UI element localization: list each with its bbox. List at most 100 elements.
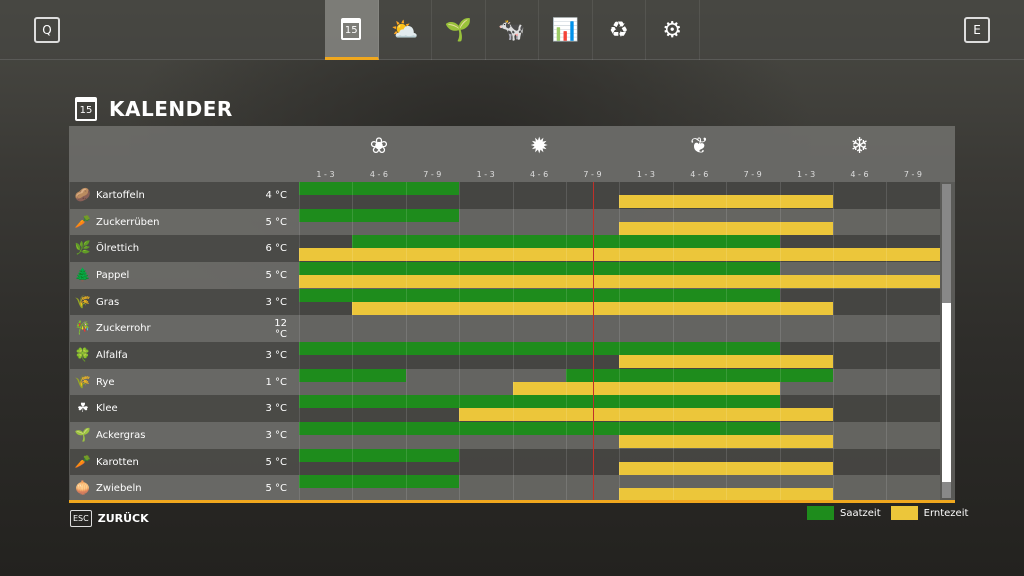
next-tab-key[interactable]: E <box>964 17 990 43</box>
crop-temperature: 3 °C <box>265 296 287 308</box>
sowing-bar <box>299 368 406 382</box>
prev-tab-key[interactable]: Q <box>34 17 60 43</box>
crop-icon: 🌲 <box>74 267 92 283</box>
legend-sowing-label: Saatzeit <box>840 507 881 519</box>
crop-name: Alfalfa <box>96 349 128 361</box>
tab-weather[interactable]: ⛅ <box>379 0 432 60</box>
crop-icon: 🥕 <box>74 454 92 470</box>
cow-icon: 🐄 <box>498 17 526 43</box>
current-time-marker <box>592 182 594 502</box>
crop-temperature: 3 °C <box>265 403 287 415</box>
sowing-bar <box>299 182 460 195</box>
month-label: 4 - 6 <box>690 170 709 179</box>
weather-icon: ⛅ <box>391 17 419 43</box>
crop-label-bg <box>70 422 299 449</box>
tab-statistics[interactable]: 📊 <box>539 0 593 60</box>
esc-key-icon: ESC <box>70 510 92 527</box>
calendar-header <box>69 126 955 182</box>
crop-label-bg <box>70 369 299 396</box>
crop-name: Zwiebeln <box>96 483 142 495</box>
sowing-bar <box>299 395 780 409</box>
settings-icon: ⚙ <box>662 17 683 43</box>
crop-label-bg <box>70 209 299 236</box>
harvest-bar <box>619 488 833 502</box>
grid-line <box>459 182 461 502</box>
grid-line <box>352 182 354 502</box>
grid-line <box>779 182 781 502</box>
page-header: 15 KALENDER <box>75 97 233 121</box>
crop-name: Gras <box>96 296 120 308</box>
back-button[interactable]: ESC ZURÜCK <box>70 510 149 527</box>
tab-cycle[interactable]: ♻ <box>593 0 646 60</box>
crop-temperature: 5 °C <box>265 269 287 281</box>
crop-name: Rye <box>96 376 115 388</box>
crop-name: Ölrettich <box>96 243 140 255</box>
harvest-bar <box>459 408 833 422</box>
harvest-bar <box>619 355 833 369</box>
grid-line <box>833 182 834 502</box>
crop-temperature: 6 °C <box>265 243 287 255</box>
harvest-bar <box>619 221 833 235</box>
month-label: 7 - 9 <box>423 170 442 179</box>
month-label: 4 - 6 <box>530 170 549 179</box>
calendar-icon: 15 <box>75 97 97 121</box>
calendar-icon: 15 <box>341 17 362 40</box>
harvest-bar <box>619 461 833 475</box>
sowing-bar <box>299 448 460 462</box>
winter-snowflake-icon: ❄ <box>850 134 869 159</box>
top-navigation: Q 15 ⛅ 🌱 🐄 📊 ♻ ⚙ E <box>0 0 1024 60</box>
crop-name: Zuckerrohr <box>96 323 151 335</box>
crop-icon: 🌿 <box>74 241 92 257</box>
crop-temperature: 1 °C <box>265 376 287 388</box>
tab-sprout[interactable]: 🌱 <box>432 0 486 60</box>
month-label: 1 - 3 <box>636 170 655 179</box>
crop-label-bg <box>70 449 299 476</box>
scrollbar-thumb[interactable] <box>942 303 951 483</box>
back-label: ZURÜCK <box>97 512 149 525</box>
cycle-icon: ♻ <box>608 17 629 43</box>
legend-harvest-swatch <box>890 506 918 520</box>
crop-label-bg <box>70 262 299 289</box>
crop-temperature: 3 °C <box>265 349 287 361</box>
month-label: 7 - 9 <box>903 170 922 179</box>
crop-row[interactable]: 🎋 Zuckerrohr 12 °C <box>70 315 940 343</box>
legend-harvest-label: Erntezeit <box>923 507 969 519</box>
sowing-bar <box>566 368 833 382</box>
page-title: KALENDER <box>109 97 233 121</box>
crop-label-bg <box>70 235 299 262</box>
month-label: 7 - 9 <box>583 170 602 179</box>
crop-name: Zuckerrüben <box>96 216 160 228</box>
crop-label-bg <box>70 342 299 369</box>
grid-line <box>299 182 300 502</box>
crop-temperature: 5 °C <box>265 456 287 468</box>
sowing-bar <box>299 208 460 222</box>
crop-icon: 🌾 <box>74 374 92 390</box>
tab-settings[interactable]: ⚙ <box>646 0 700 60</box>
grid-line <box>512 182 514 502</box>
crop-icon: 🎋 <box>74 321 92 337</box>
month-label: 4 - 6 <box>369 170 388 179</box>
month-label: 7 - 9 <box>743 170 762 179</box>
crop-name: Klee <box>96 403 118 415</box>
tab-cow[interactable]: 🐄 <box>486 0 539 60</box>
crop-name: Pappel <box>96 269 130 281</box>
tab-calendar[interactable]: 15 <box>325 0 379 60</box>
crop-name: Kartoffeln <box>96 189 145 201</box>
sprout-icon: 🌱 <box>444 17 472 43</box>
crop-name: Ackergras <box>96 429 146 441</box>
grid-line <box>726 182 728 502</box>
month-label: 1 - 3 <box>476 170 495 179</box>
autumn-leaf-icon: ❦ <box>690 134 709 159</box>
crop-icon: 🧅 <box>74 481 92 497</box>
crop-temperature: 4 °C <box>265 189 287 201</box>
grid-line <box>672 182 674 502</box>
crop-icon: 🌾 <box>74 294 92 310</box>
crop-icon: 🥕 <box>74 214 92 230</box>
harvest-bar <box>299 248 940 262</box>
grid-line <box>405 182 407 502</box>
grid-line <box>886 182 888 502</box>
sowing-bar <box>299 342 780 356</box>
crop-name: Karotten <box>96 456 139 468</box>
harvest-bar <box>619 195 833 208</box>
grid-line <box>619 182 621 502</box>
